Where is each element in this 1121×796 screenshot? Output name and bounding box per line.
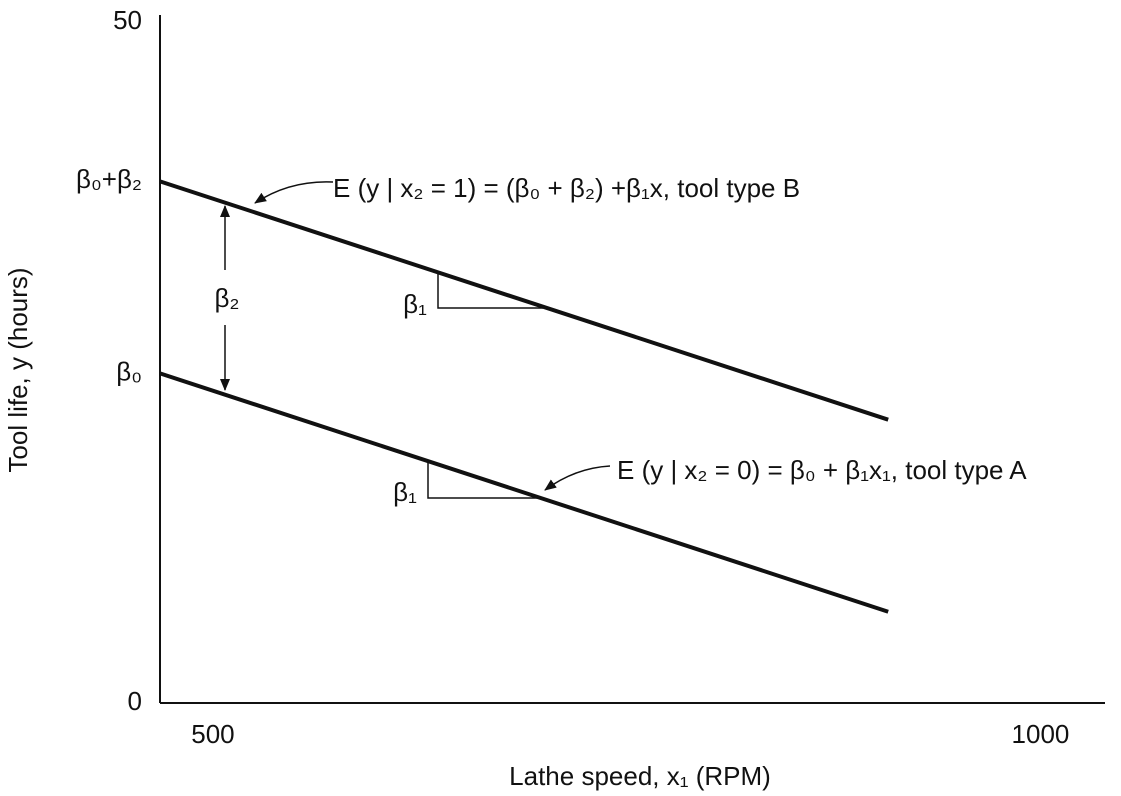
- slope-triangle: [427, 462, 540, 499]
- line: [159, 179, 889, 422]
- y-tick-label: 50: [113, 5, 142, 35]
- y-tick-label: β₀: [116, 356, 142, 386]
- annotation: E (y | x₂ = 0) = β₀ + β₁x₁, tool type A: [617, 455, 1027, 485]
- slope-triangle: [437, 272, 543, 309]
- callout-arrow: [254, 181, 334, 204]
- x-tick-label: 1000: [1012, 719, 1070, 749]
- annotation: β₂: [214, 283, 239, 313]
- y-tick-label: β₀+β₂: [76, 164, 142, 194]
- x-tick-label: 500: [191, 719, 234, 749]
- annotation: β₁: [393, 477, 417, 507]
- y-axis-label: Tool life, y (hours): [3, 267, 33, 472]
- line: [159, 371, 889, 614]
- callout-arrow: [544, 465, 611, 491]
- x-axis-label: Lathe speed, x₁ (RPM): [509, 761, 771, 791]
- annotation: β₁: [403, 289, 427, 319]
- y-tick-label: 0: [128, 686, 142, 716]
- annotation: E (y | x₂ = 1) = (β₀ + β₂) +β₁x, tool ty…: [333, 173, 800, 203]
